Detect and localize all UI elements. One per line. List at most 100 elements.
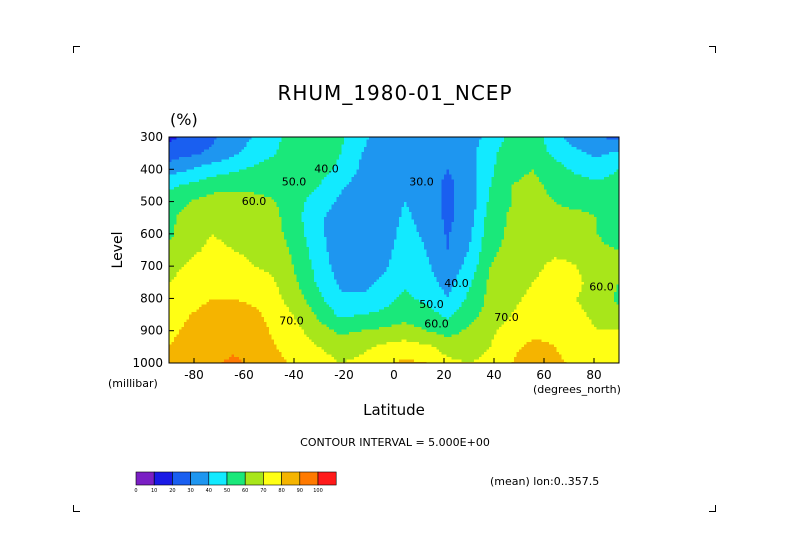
field-cell <box>516 192 520 195</box>
field-cell <box>494 162 497 165</box>
field-cell <box>191 162 195 165</box>
field-cell <box>366 182 370 185</box>
field-cell <box>421 152 425 155</box>
field-cell <box>456 174 460 178</box>
field-cell <box>364 162 367 165</box>
field-cell <box>409 184 412 188</box>
field-cell <box>221 189 225 193</box>
field-cell <box>394 147 397 150</box>
field-cell <box>539 172 542 175</box>
field-cell <box>361 174 365 178</box>
field-cell <box>401 204 405 208</box>
field-cell <box>464 144 467 148</box>
field-cell <box>509 154 512 158</box>
field-cell <box>439 179 442 183</box>
field-cell <box>324 142 327 145</box>
field-cell <box>539 182 542 185</box>
field-cell <box>376 172 380 175</box>
field-cell <box>336 192 340 195</box>
field-cell <box>244 144 247 148</box>
field-cell <box>214 139 217 143</box>
field-cell <box>201 137 205 140</box>
field-cell <box>191 179 195 183</box>
field-cell <box>434 182 437 185</box>
field-cell <box>284 152 287 155</box>
field-cell <box>354 142 357 145</box>
field-cell <box>314 154 317 158</box>
field-cell <box>254 147 257 150</box>
field-cell <box>214 187 217 190</box>
field-cell <box>329 184 332 188</box>
field-cell <box>449 202 452 205</box>
field-cell <box>474 202 477 205</box>
field-cell <box>316 159 320 163</box>
field-cell <box>364 199 367 203</box>
field-cell <box>479 167 482 170</box>
field-cell <box>251 157 255 160</box>
field-cell <box>354 182 357 185</box>
field-cell <box>179 147 182 150</box>
field-cell <box>259 147 262 150</box>
field-cell <box>374 179 377 183</box>
field-cell <box>251 154 255 158</box>
field-cell <box>419 149 422 153</box>
field-cell <box>326 159 330 163</box>
field-cell <box>331 139 335 143</box>
field-cell <box>191 152 195 155</box>
field-cell <box>259 192 262 195</box>
field-cell <box>394 204 397 208</box>
field-cell <box>369 139 372 143</box>
field-cell <box>496 162 500 165</box>
field-cell <box>606 177 610 180</box>
field-cell <box>386 199 390 203</box>
field-cell <box>291 157 295 160</box>
field-cell <box>331 162 335 165</box>
field-cell <box>609 137 612 140</box>
field-cell <box>169 174 172 178</box>
field-cell <box>589 149 592 153</box>
field-cell <box>479 197 482 200</box>
field-cell <box>181 174 185 178</box>
field-cell <box>226 167 230 170</box>
field-cell <box>346 154 350 158</box>
field-cell <box>454 167 457 170</box>
field-cell <box>479 189 482 193</box>
field-cell <box>199 179 202 183</box>
field-cell <box>311 157 315 160</box>
field-cell <box>434 189 437 193</box>
field-cell <box>239 174 242 178</box>
field-cell <box>179 142 182 145</box>
field-cell <box>454 137 457 140</box>
field-cell <box>481 162 485 165</box>
field-cell <box>616 187 619 190</box>
field-cell <box>299 139 302 143</box>
field-cell <box>301 182 305 185</box>
field-cell <box>294 184 297 188</box>
field-cell <box>344 202 347 205</box>
field-cell <box>209 174 212 178</box>
field-cell <box>204 144 207 148</box>
field-cell <box>596 149 600 153</box>
field-cell <box>321 187 325 190</box>
field-cell <box>481 164 485 168</box>
field-cell <box>569 179 572 183</box>
field-cell <box>484 204 487 208</box>
field-cell <box>566 164 570 168</box>
field-cell <box>329 159 332 163</box>
field-cell <box>526 179 530 183</box>
field-cell <box>444 187 447 190</box>
field-cell <box>331 202 335 205</box>
field-cell <box>341 172 345 175</box>
field-cell <box>544 169 547 173</box>
field-cell <box>531 152 535 155</box>
field-cell <box>334 152 337 155</box>
field-cell <box>519 139 522 143</box>
field-cell <box>469 189 472 193</box>
field-cell <box>511 182 515 185</box>
field-cell <box>476 182 480 185</box>
field-cell <box>219 142 222 145</box>
field-cell <box>234 187 237 190</box>
field-cell <box>499 189 502 193</box>
field-cell <box>544 192 547 195</box>
field-cell <box>539 199 542 203</box>
